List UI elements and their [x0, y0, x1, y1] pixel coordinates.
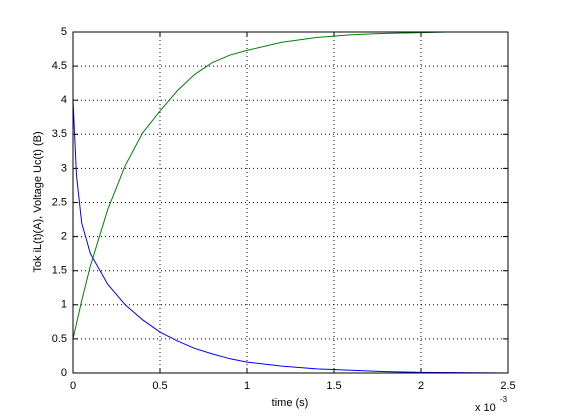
x-tick-label: 0 [70, 380, 76, 392]
x-tick-label: 1 [244, 380, 250, 392]
y-tick-label: 0.5 [52, 333, 67, 345]
y-tick-label: 4.5 [52, 60, 67, 72]
y-tick-label: 1.5 [52, 265, 67, 277]
x-tick-label: 0.5 [152, 380, 167, 392]
axes-box [72, 31, 509, 374]
data-line [72, 100, 509, 374]
x-tick-label: 2.5 [500, 380, 515, 392]
x-multiplier-exponent: -3 [500, 395, 508, 404]
x-tick-label: 1.5 [326, 380, 341, 392]
data-line [72, 31, 448, 340]
x-multiplier: x 10 [475, 402, 496, 414]
y-axis-label: Tok iL(t)(A), Voltage Uc(t) (B) [32, 131, 44, 272]
y-tick-label: 2 [61, 231, 67, 243]
y-tick-label: 1 [61, 299, 67, 311]
plot-area [73, 32, 508, 373]
y-tick-label: 0 [61, 367, 67, 379]
x-tick-label: 2 [418, 380, 424, 392]
x-axis-label: time (s) [272, 397, 309, 409]
y-tick-label: 2.5 [52, 196, 67, 208]
y-tick-label: 3 [61, 162, 67, 174]
y-tick-label: 5 [61, 26, 67, 38]
y-tick-label: 3.5 [52, 128, 67, 140]
y-tick-label: 4 [61, 94, 67, 106]
